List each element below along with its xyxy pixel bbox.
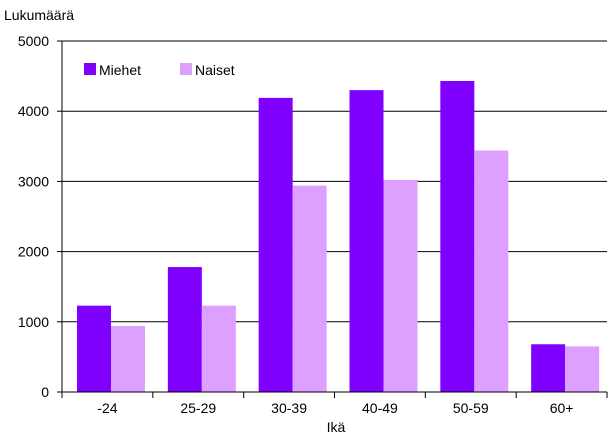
x-tick-label: 30-39 — [271, 400, 307, 416]
bar-naiset-4 — [474, 150, 509, 392]
y-tick-label: 0 — [41, 384, 49, 400]
x-tick-label: -24 — [97, 400, 117, 416]
x-tick-label: 25-29 — [180, 400, 216, 416]
legend-swatch-miehet — [84, 63, 96, 75]
legend-label-miehet: Miehet — [99, 62, 141, 78]
bars — [77, 81, 600, 392]
bar-naiset-2 — [292, 185, 327, 392]
bar-naiset-3 — [383, 179, 418, 392]
bar-miehet-2 — [258, 97, 293, 392]
legend-label-naiset: Naiset — [195, 62, 235, 78]
bar-miehet-4 — [440, 81, 475, 392]
x-tick-label: 50-59 — [453, 400, 489, 416]
y-tick-label: 5000 — [18, 33, 49, 49]
gridlines — [62, 40, 607, 323]
bar-naiset-5 — [565, 346, 600, 392]
legend-swatch-naiset — [180, 63, 192, 75]
y-tick-label: 2000 — [18, 244, 49, 260]
y-tick-label: 1000 — [18, 314, 49, 330]
y-ticks: 0 1000 2000 3000 4000 5000 — [18, 33, 62, 400]
bar-naiset-0 — [111, 326, 145, 392]
y-axis-title: Lukumäärä — [4, 7, 74, 23]
x-ticks: -24 25-29 30-39 40-49 50-59 60+ — [61, 392, 608, 416]
x-tick-label: 60+ — [550, 400, 574, 416]
x-axis-title: Ikä — [327, 419, 346, 435]
bar-naiset-1 — [201, 305, 236, 392]
bar-miehet-0 — [77, 305, 111, 392]
legend: Miehet Naiset — [84, 62, 235, 78]
bar-miehet-3 — [349, 90, 384, 392]
y-tick-label: 4000 — [18, 103, 49, 119]
bar-miehet-1 — [167, 267, 202, 392]
x-tick-label: 40-49 — [362, 400, 398, 416]
y-tick-label: 3000 — [18, 173, 49, 189]
bar-miehet-5 — [531, 344, 566, 392]
